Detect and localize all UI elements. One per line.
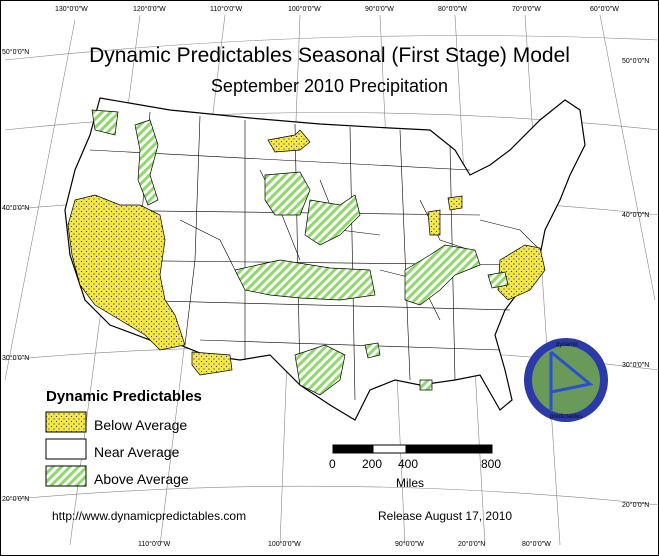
- scale-seg-2: [372, 444, 407, 454]
- website-link[interactable]: http://www.dynamicpredictables.com: [52, 509, 247, 523]
- tick-top-7: 70°0'0"W: [512, 6, 541, 13]
- tick-top-6: 80°0'0"W: [438, 6, 467, 13]
- tick-bottom-1: 110°0'0"W: [138, 541, 171, 548]
- scale-bar: [332, 444, 493, 454]
- logo-text-top: dynamic: [556, 342, 579, 348]
- release-date: Release August 17, 2010: [378, 509, 513, 523]
- tick-right-3: 30°0'0"N: [622, 362, 650, 369]
- legend: Dynamic Predictables Below Average Near …: [46, 388, 276, 492]
- swatch-near-average: [45, 438, 87, 460]
- legend-item-near: Near Average: [46, 438, 276, 465]
- scale-label-800: 800: [481, 457, 502, 471]
- logo-inner-circle: [532, 346, 600, 414]
- scale-unit: Miles: [396, 476, 425, 490]
- tick-bottom-2: 100°0'0"W: [268, 541, 301, 548]
- tick-bottom-3: 90°0'0"W: [395, 541, 424, 548]
- tick-left-2: 40°0'0"N: [2, 205, 30, 212]
- tick-bottom-4: 20°0'0"N: [458, 541, 486, 548]
- tick-top-3: 110°0'0"W: [210, 6, 243, 13]
- swatch-above-average: [45, 465, 87, 487]
- legend-item-above: Above Average: [46, 465, 276, 492]
- scale-label-200: 200: [362, 457, 383, 471]
- scale-seg-3: [405, 444, 493, 454]
- tick-top-8: 60°0'0"W: [590, 6, 619, 13]
- scale-seg-1: [332, 444, 374, 454]
- scale-label-400: 400: [398, 457, 419, 471]
- map-subtitle: September 2010 Precipitation: [210, 76, 449, 96]
- map-title: Dynamic Predictables Seasonal (First Sta…: [89, 44, 570, 67]
- tick-right-1: 50°0'0"N: [622, 58, 650, 65]
- scale-label-0: 0: [329, 457, 336, 471]
- tick-top-5: 90°0'0"W: [365, 6, 394, 13]
- tick-bottom-5: 80°0'0"W: [522, 541, 551, 548]
- tick-right-2: 40°0'0"N: [622, 212, 650, 219]
- above-average-regions: [91, 109, 509, 396]
- legend-label-above: Above Average: [94, 470, 189, 487]
- tick-top-2: 120°0'0"W: [133, 6, 166, 13]
- legend-label-near: Near Average: [94, 443, 180, 460]
- tick-left-4: 20°0'0"N: [2, 496, 30, 503]
- below-average-regions: [67, 129, 546, 376]
- tick-left-3: 30°0'0"N: [2, 355, 30, 362]
- logo-text-bottom: predictables: [550, 414, 583, 420]
- legend-title: Dynamic Predictables: [46, 388, 202, 405]
- tick-right-4: 20°0'0"N: [622, 502, 650, 509]
- county-boundaries: [74, 111, 541, 401]
- legend-item-below: Below Average: [46, 411, 276, 438]
- logo-play-glyph: [549, 350, 594, 410]
- tick-left-1: 50°0'0"N: [2, 49, 30, 56]
- swatch-below-average: [45, 411, 87, 433]
- dynamic-predictables-logo: [524, 338, 608, 422]
- tick-top-1: 130°0'0"W: [55, 6, 88, 13]
- legend-label-below: Below Average: [94, 416, 188, 433]
- tick-top-4: 100°0'0"W: [288, 6, 321, 13]
